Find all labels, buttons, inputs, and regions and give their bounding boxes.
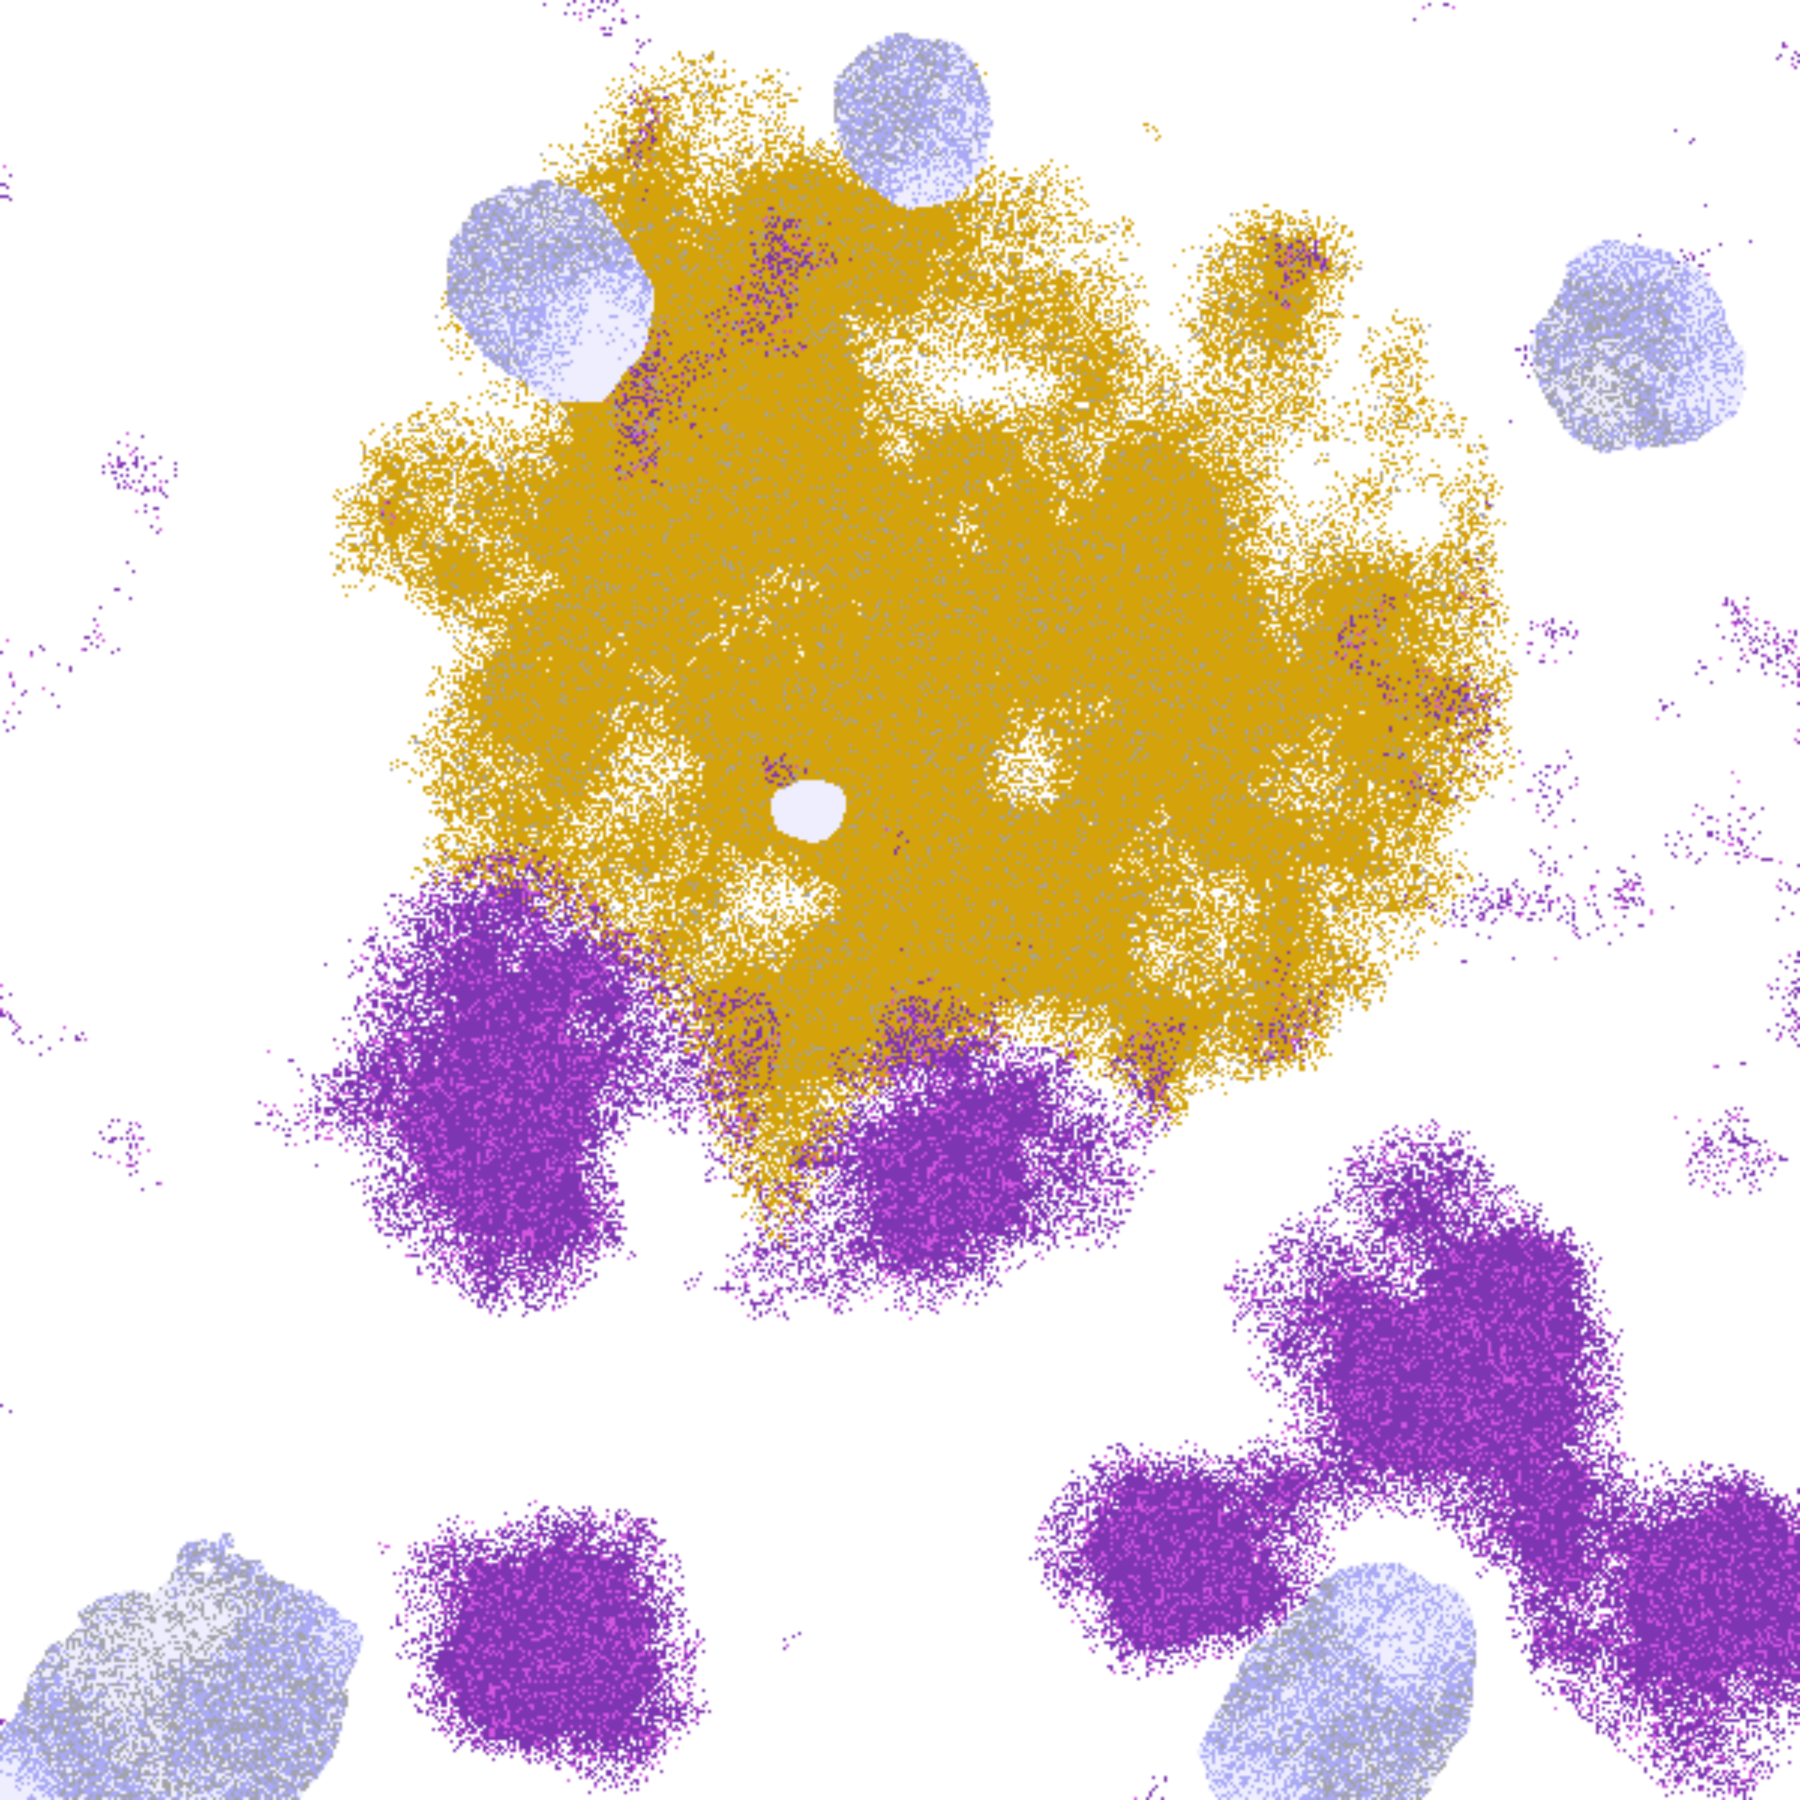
classified-map-raster [0, 0, 1800, 1800]
satellite-map [0, 0, 1800, 1800]
